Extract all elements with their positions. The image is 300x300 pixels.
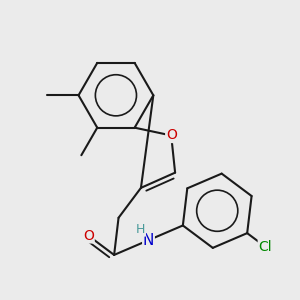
Text: H: H bbox=[136, 223, 146, 236]
Text: O: O bbox=[166, 128, 177, 142]
Text: O: O bbox=[83, 229, 94, 243]
Text: N: N bbox=[143, 233, 154, 248]
Text: Cl: Cl bbox=[258, 240, 272, 254]
